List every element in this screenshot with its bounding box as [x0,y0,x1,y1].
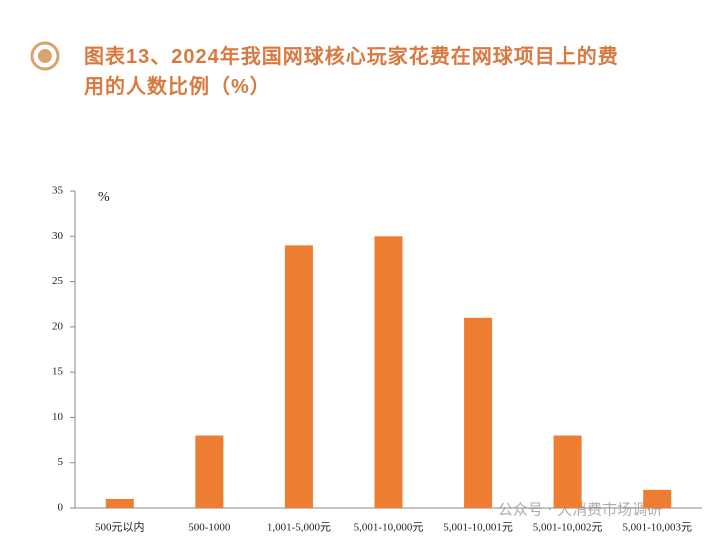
bar [374,236,403,509]
y-tick-label: 5 [58,456,64,468]
title-icon-dot [38,49,52,63]
y-tick-label: 10 [52,411,64,423]
x-tick-label: 1,001-5,000元 [267,522,331,534]
x-tick-label: 500-1000 [188,522,231,534]
bar [105,498,134,508]
y-tick-label: 15 [52,366,64,378]
x-tick-label: 5,001-10,000元 [354,522,424,534]
y-tick-label: 30 [52,230,64,242]
x-tick-label: 5,001-10,002元 [533,522,603,534]
title-icon [30,41,60,71]
y-tick-label: 35 [52,185,64,197]
y-unit-label: % [98,190,110,205]
x-tick-label: 5,001-10,001元 [443,522,513,534]
watermark: 公众号 · 大消费市场调研 [498,501,662,519]
y-tick-label: 0 [58,502,64,514]
y-tick-label: 20 [52,320,64,332]
y-tick-label: 25 [52,275,64,287]
chart-title: 图表13、2024年我国网球核心玩家花费在网球项目上的费用的人数比例（%） [84,46,619,98]
x-tick-label: 500元以内 [95,520,145,534]
bar [195,435,224,508]
x-tick-label: 5,001-10,003元 [622,522,692,534]
bar [464,317,493,508]
bar [643,489,672,508]
bar [553,435,582,508]
bar [284,245,313,509]
